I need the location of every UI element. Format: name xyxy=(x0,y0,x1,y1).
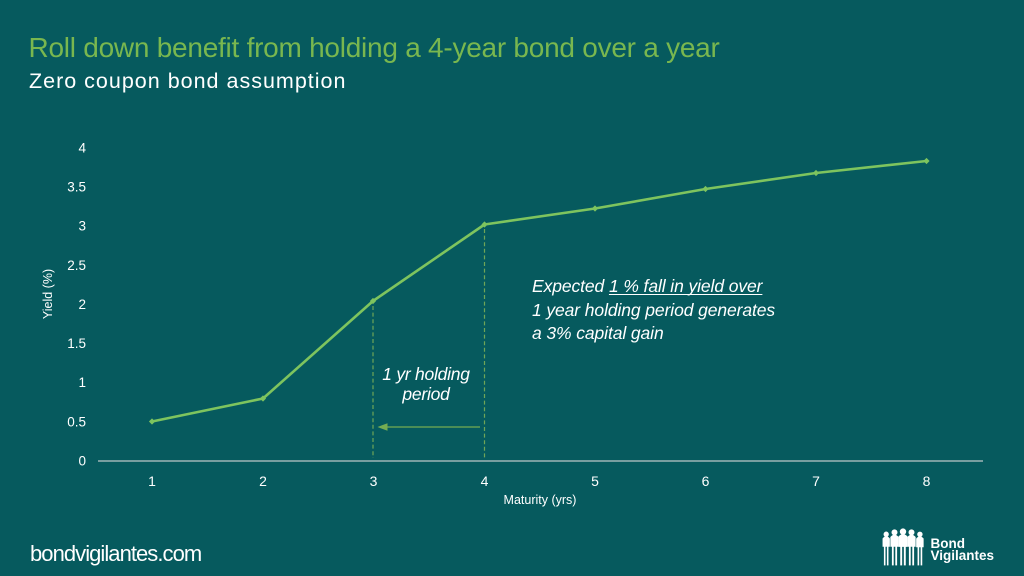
svg-text:8: 8 xyxy=(923,473,931,489)
svg-text:1.5: 1.5 xyxy=(67,336,86,351)
svg-text:4: 4 xyxy=(481,473,489,489)
svg-text:4: 4 xyxy=(78,141,86,156)
svg-text:2.5: 2.5 xyxy=(67,258,86,273)
svg-text:1: 1 xyxy=(78,375,86,390)
svg-text:0.5: 0.5 xyxy=(67,414,86,429)
svg-text:2: 2 xyxy=(259,473,267,489)
svg-text:7: 7 xyxy=(812,473,820,489)
svg-text:3: 3 xyxy=(78,219,86,234)
svg-text:0: 0 xyxy=(78,454,86,469)
svg-text:2: 2 xyxy=(78,297,86,312)
svg-text:Yield (%): Yield (%) xyxy=(41,269,55,319)
svg-text:3: 3 xyxy=(370,473,378,489)
svg-text:3.5: 3.5 xyxy=(67,180,86,195)
svg-text:6: 6 xyxy=(702,473,710,489)
svg-text:Maturity (yrs): Maturity (yrs) xyxy=(504,493,577,507)
svg-text:5: 5 xyxy=(591,473,599,489)
svg-text:1: 1 xyxy=(148,473,156,489)
